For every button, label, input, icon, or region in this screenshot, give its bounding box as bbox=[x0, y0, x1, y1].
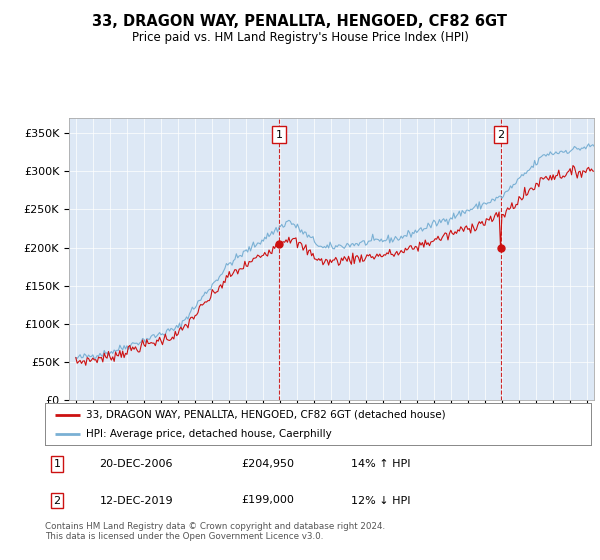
Text: Contains HM Land Registry data © Crown copyright and database right 2024.
This d: Contains HM Land Registry data © Crown c… bbox=[45, 522, 385, 542]
Text: 1: 1 bbox=[53, 459, 61, 469]
Text: 12-DEC-2019: 12-DEC-2019 bbox=[100, 496, 173, 506]
Text: £204,950: £204,950 bbox=[242, 459, 295, 469]
Text: 33, DRAGON WAY, PENALLTA, HENGOED, CF82 6GT: 33, DRAGON WAY, PENALLTA, HENGOED, CF82 … bbox=[92, 14, 508, 29]
Text: 2: 2 bbox=[497, 129, 504, 139]
Text: 1: 1 bbox=[275, 129, 283, 139]
Text: 20-DEC-2006: 20-DEC-2006 bbox=[100, 459, 173, 469]
Text: Price paid vs. HM Land Registry's House Price Index (HPI): Price paid vs. HM Land Registry's House … bbox=[131, 31, 469, 44]
Text: £199,000: £199,000 bbox=[242, 496, 295, 506]
Text: 2: 2 bbox=[53, 496, 61, 506]
Text: 14% ↑ HPI: 14% ↑ HPI bbox=[351, 459, 410, 469]
Text: HPI: Average price, detached house, Caerphilly: HPI: Average price, detached house, Caer… bbox=[86, 429, 332, 439]
Text: 12% ↓ HPI: 12% ↓ HPI bbox=[351, 496, 410, 506]
Text: 33, DRAGON WAY, PENALLTA, HENGOED, CF82 6GT (detached house): 33, DRAGON WAY, PENALLTA, HENGOED, CF82 … bbox=[86, 409, 446, 419]
